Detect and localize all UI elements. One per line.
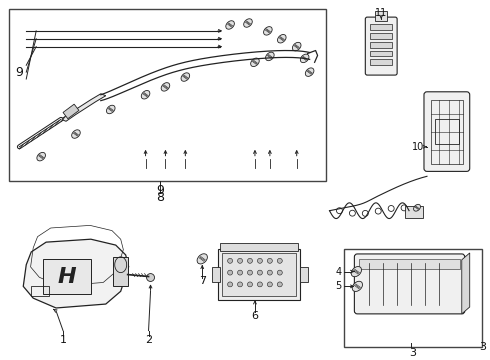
Bar [405, 206, 423, 217]
Bar [220, 243, 298, 251]
Ellipse shape [266, 52, 274, 60]
Bar [370, 24, 392, 30]
Bar [300, 267, 308, 283]
Circle shape [257, 258, 263, 263]
Circle shape [227, 270, 233, 275]
Polygon shape [462, 253, 470, 314]
Polygon shape [23, 239, 129, 308]
Ellipse shape [244, 19, 252, 27]
Bar [359, 259, 460, 269]
Ellipse shape [226, 21, 234, 29]
Text: 11: 11 [375, 8, 388, 18]
Circle shape [268, 270, 272, 275]
Circle shape [277, 270, 282, 275]
Ellipse shape [277, 35, 286, 43]
Ellipse shape [161, 83, 170, 91]
Text: 8: 8 [156, 192, 165, 204]
Circle shape [247, 258, 252, 263]
Circle shape [238, 270, 243, 275]
Ellipse shape [181, 73, 190, 81]
Bar [43, 259, 91, 294]
Bar [370, 59, 392, 65]
Bar [31, 286, 49, 296]
Ellipse shape [305, 68, 314, 76]
FancyBboxPatch shape [366, 17, 397, 75]
Ellipse shape [106, 105, 115, 114]
Circle shape [277, 282, 282, 287]
Bar [370, 33, 392, 39]
Bar [222, 253, 295, 296]
Ellipse shape [141, 90, 150, 99]
Text: 2: 2 [145, 336, 152, 345]
Text: 5: 5 [335, 282, 342, 291]
Circle shape [257, 282, 263, 287]
Bar [375, 11, 387, 21]
Bar [218, 249, 300, 300]
Ellipse shape [251, 58, 259, 67]
Bar [370, 50, 392, 57]
Circle shape [277, 258, 282, 263]
Text: 9: 9 [156, 184, 165, 197]
Ellipse shape [37, 152, 46, 161]
Bar [113, 257, 128, 286]
Ellipse shape [351, 266, 362, 277]
Text: 9: 9 [15, 66, 23, 78]
Text: 1: 1 [60, 336, 67, 345]
Circle shape [257, 270, 263, 275]
Polygon shape [61, 94, 106, 121]
Text: 10: 10 [412, 142, 424, 152]
Text: 3: 3 [410, 348, 416, 358]
FancyBboxPatch shape [424, 92, 470, 171]
Bar [431, 100, 463, 163]
Ellipse shape [72, 130, 80, 138]
Ellipse shape [414, 204, 420, 211]
Ellipse shape [197, 254, 207, 264]
Text: 7: 7 [198, 276, 206, 287]
Circle shape [247, 282, 252, 287]
Ellipse shape [264, 27, 272, 35]
Circle shape [238, 258, 243, 263]
Bar [344, 249, 482, 347]
Bar [9, 9, 325, 181]
Text: 6: 6 [251, 311, 258, 321]
Circle shape [227, 282, 233, 287]
Bar [435, 119, 459, 144]
FancyBboxPatch shape [354, 254, 465, 314]
Circle shape [247, 270, 252, 275]
Bar [370, 42, 392, 48]
Circle shape [147, 274, 154, 282]
Ellipse shape [293, 42, 301, 51]
Circle shape [227, 258, 233, 263]
Bar [63, 104, 79, 119]
Circle shape [268, 282, 272, 287]
Bar [212, 267, 220, 283]
Text: H: H [58, 266, 76, 287]
Circle shape [268, 258, 272, 263]
Text: 4: 4 [335, 267, 342, 276]
Circle shape [238, 282, 243, 287]
Ellipse shape [300, 54, 309, 63]
Text: 3: 3 [479, 342, 486, 352]
Ellipse shape [352, 281, 363, 292]
